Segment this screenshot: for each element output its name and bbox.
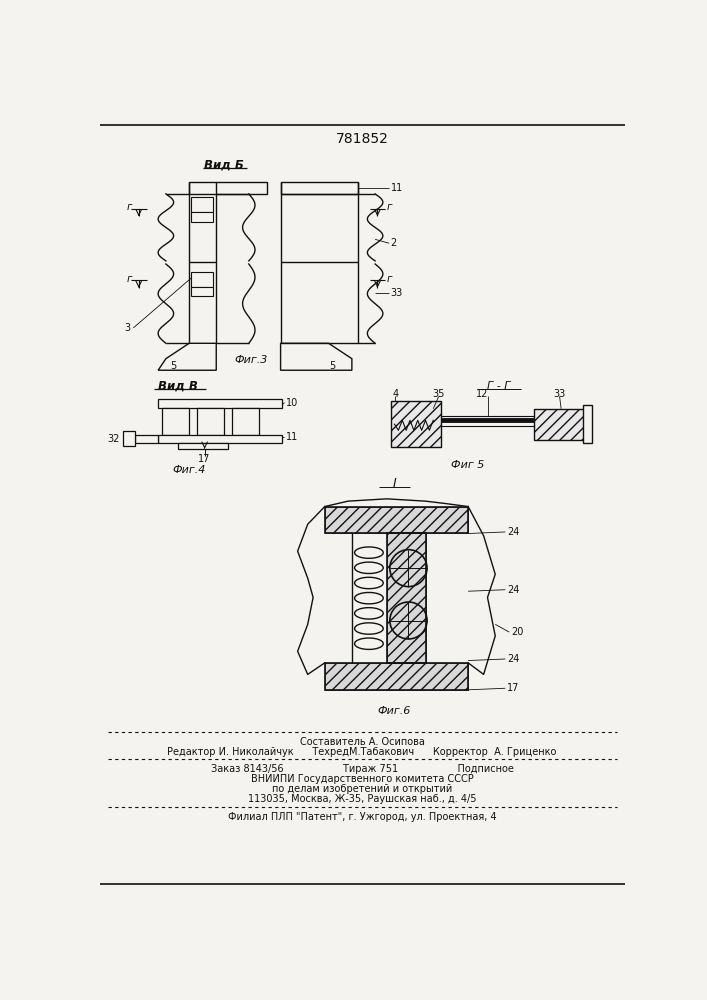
Text: Г - Г: Г - Г (487, 381, 511, 391)
Bar (192, 287, 213, 296)
Text: 17: 17 (199, 454, 211, 464)
Bar (325, 663, 468, 690)
Text: 33: 33 (391, 288, 403, 298)
Text: Редактор И. Николайчук      ТехредМ.Табакович      Корректор  А. Гриценко: Редактор И. Николайчук ТехредМ.Табакович… (168, 747, 556, 757)
Text: 2: 2 (391, 238, 397, 248)
Text: 5: 5 (170, 361, 177, 371)
Bar (391, 401, 441, 447)
Text: 11: 11 (286, 432, 298, 442)
Text: Вид В: Вид В (158, 379, 197, 392)
Polygon shape (158, 343, 216, 370)
Bar (387, 533, 426, 663)
Bar (192, 197, 213, 212)
Text: 35: 35 (433, 389, 445, 399)
Text: 24: 24 (507, 527, 519, 537)
Text: г: г (387, 202, 392, 212)
Bar (192, 272, 213, 287)
Text: 17: 17 (507, 683, 519, 693)
Bar (325, 663, 468, 690)
Text: Филиал ПЛП "Патент", г. Ужгород, ул. Проектная, 4: Филиал ПЛП "Патент", г. Ужгород, ул. Про… (228, 812, 496, 822)
Text: г: г (387, 274, 392, 284)
Text: I: I (392, 477, 397, 490)
Bar (325, 507, 468, 533)
Text: 20: 20 (510, 627, 523, 637)
Bar (391, 401, 441, 447)
Bar (192, 212, 213, 222)
Text: 24: 24 (507, 585, 519, 595)
Bar (158, 399, 282, 408)
Bar (123, 431, 135, 446)
Text: Фиг 5: Фиг 5 (452, 460, 485, 470)
Text: 4: 4 (392, 389, 398, 399)
Text: 113035, Москва, Ж-35, Раушская наб., д. 4/5: 113035, Москва, Ж-35, Раушская наб., д. … (247, 794, 477, 804)
Text: по делам изобретений и открытий: по делам изобретений и открытий (271, 784, 452, 794)
Text: Вид Б: Вид Б (204, 158, 244, 171)
Bar (325, 507, 468, 533)
Bar (177, 443, 228, 449)
Text: 781852: 781852 (336, 132, 388, 146)
Text: Заказ 8143/56                   Тираж 751                   Подписное: Заказ 8143/56 Тираж 751 Подписное (211, 764, 513, 774)
Text: 11: 11 (391, 183, 403, 193)
Text: Фиг.6: Фиг.6 (378, 706, 411, 716)
Bar (534, 409, 585, 440)
Polygon shape (281, 343, 352, 370)
Text: Составитель А. Осипова: Составитель А. Осипова (300, 737, 424, 747)
Bar (387, 533, 426, 663)
Bar (189, 182, 267, 194)
Text: 12: 12 (476, 389, 489, 399)
Bar (534, 409, 585, 440)
Bar (281, 182, 358, 194)
Text: г: г (127, 274, 132, 284)
Bar (158, 435, 282, 443)
Text: Фиг.3: Фиг.3 (235, 355, 268, 365)
Text: 10: 10 (286, 398, 298, 408)
Bar (583, 405, 592, 443)
Text: 32: 32 (107, 434, 119, 444)
Bar (162, 408, 189, 435)
Text: ВНИИПИ Государственного комитета СССР: ВНИИПИ Государственного комитета СССР (250, 774, 473, 784)
Bar (232, 408, 259, 435)
Text: 24: 24 (507, 654, 519, 664)
Text: г: г (127, 202, 132, 212)
Text: 33: 33 (554, 389, 566, 399)
Bar (135, 435, 158, 443)
Text: 3: 3 (124, 323, 130, 333)
Bar (197, 408, 224, 435)
Text: Фиг.4: Фиг.4 (173, 465, 206, 475)
Text: 5: 5 (329, 361, 336, 371)
